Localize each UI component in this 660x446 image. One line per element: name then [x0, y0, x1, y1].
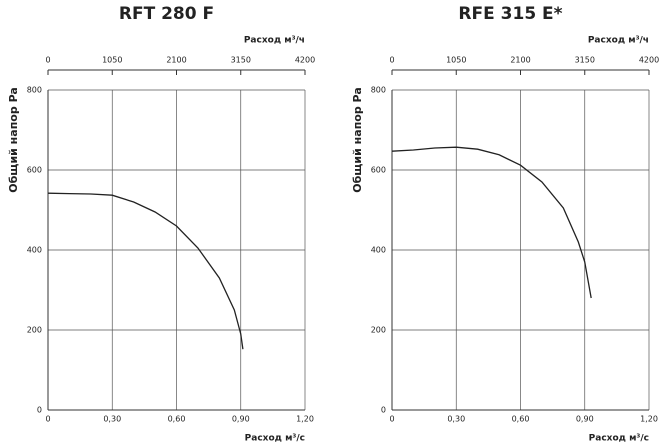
y-tick-label: 800	[27, 86, 42, 95]
x-tick-label: 0,60	[168, 415, 186, 424]
x-tick-label: 0	[45, 415, 50, 424]
chart-title: RFT 280 F	[119, 4, 214, 24]
x2-tick-label: 4200	[639, 56, 659, 65]
x2-tick-label: 0	[389, 56, 394, 65]
x2-tick-label: 1050	[446, 56, 466, 65]
y-tick-label: 600	[371, 166, 386, 175]
y-tick-label: 800	[371, 86, 386, 95]
x2-axis-label: Расход м³/ч	[588, 36, 649, 46]
x-tick-label: 1,20	[640, 415, 658, 424]
x-tick-label: 0,60	[512, 415, 530, 424]
x2-tick-label: 3150	[575, 56, 595, 65]
x2-tick-label: 2100	[166, 56, 186, 65]
y-tick-label: 400	[371, 246, 386, 255]
x-tick-label: 0,30	[103, 415, 121, 424]
y-tick-label: 0	[37, 406, 42, 415]
y-axis-label: Общий напор Pa	[351, 87, 364, 193]
x-tick-label: 0,90	[232, 415, 250, 424]
y-axis-label: Общий напор Pa	[7, 87, 20, 193]
y-tick-label: 400	[27, 246, 42, 255]
curve	[391, 146, 592, 299]
x2-tick-label: 2100	[510, 56, 530, 65]
x-axis-label: Расход м³/с	[245, 434, 305, 444]
x-tick-label: 1,20	[296, 415, 314, 424]
x-tick-label: 0,90	[576, 415, 594, 424]
x2-tick-label: 1050	[102, 56, 122, 65]
chart-title: RFE 315 E*	[458, 4, 562, 24]
x2-tick-label: 4200	[295, 56, 315, 65]
x2-tick-label: 3150	[231, 56, 251, 65]
x2-axis-label: Расход м³/ч	[244, 36, 305, 46]
y-tick-label: 0	[381, 406, 386, 415]
y-tick-label: 600	[27, 166, 42, 175]
y-tick-label: 200	[27, 326, 42, 335]
x-tick-label: 0,30	[447, 415, 465, 424]
x-axis-label: Расход м³/с	[589, 434, 649, 444]
curve	[47, 192, 244, 350]
x2-tick-label: 0	[45, 56, 50, 65]
y-tick-label: 200	[371, 326, 386, 335]
x-tick-label: 0	[389, 415, 394, 424]
